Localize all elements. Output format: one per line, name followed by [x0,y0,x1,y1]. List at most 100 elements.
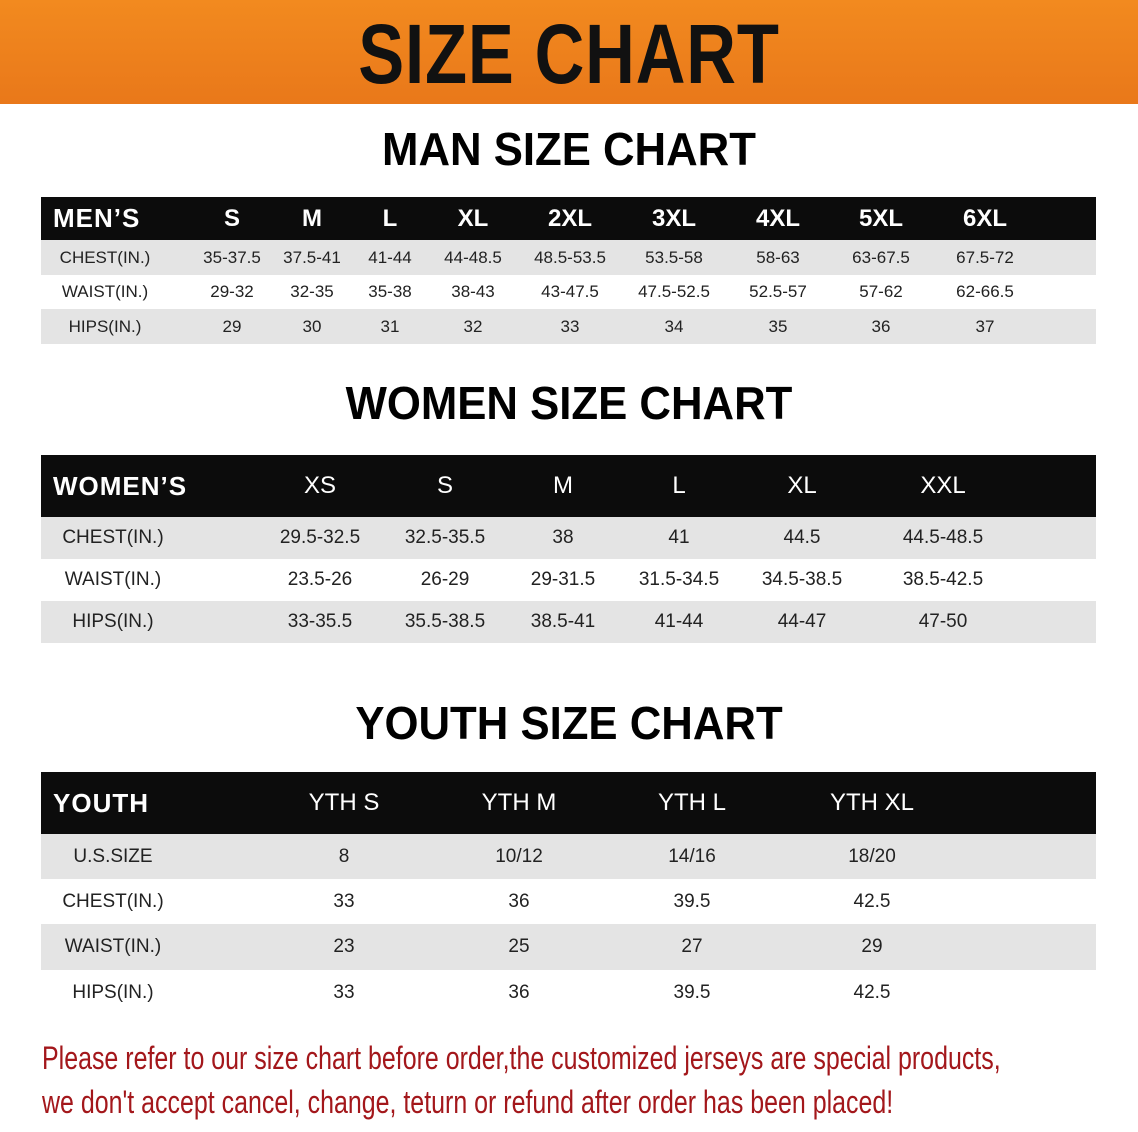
row-label: HIPS(IN.) [72,981,154,1003]
measurement-cell: 34.5-38.5 [761,569,843,590]
measurement-cell: 57-62 [859,282,903,301]
table-row: WAIST(IN.) 29-32 32-35 35-38 38-43 43-47.5 47.… [41,275,1096,309]
size-header-cell: S [223,204,241,232]
size-header-cell: L [382,204,398,232]
size-header-cell: 4XL [755,204,801,232]
row-label: WAIST(IN.) [64,936,162,957]
size-header-cell: 3XL [651,204,697,232]
women-size-table: WOMEN’S XS S M L XL XXL CHEST(IN.) 29.5-32.5 32.5… [41,455,1096,643]
measurement-cell: 10/12 [495,845,543,867]
measurement-cell: 35-38 [368,282,412,301]
table-row: WAIST(IN.) 23.5-26 26-29 29-31.5 31.5-34.5 34… [41,559,1096,601]
measurement-cell: 35-37.5 [203,247,261,267]
men-size-table: MEN’S S M L XL 2XL 3XL 4XL 5XL 6XL CHEST(IN.) 35-37… [41,197,1096,344]
measurement-cell: 38.5-41 [530,611,596,632]
table-row: CHEST(IN.) 35-37.5 37.5-41 41-44 44-48.5 48.5… [41,240,1096,275]
table-title-cell: MEN’S [53,203,141,233]
measurement-cell: 26-29 [420,569,470,590]
table-row: HIPS(IN.) 33 36 39.5 42.5 [41,970,1096,1015]
measurement-cell: 43-47.5 [541,282,599,301]
measurement-cell: 58-63 [756,247,800,267]
measurement-cell: 47-50 [918,611,968,632]
measurement-cell: 29.5-32.5 [279,527,361,548]
measurement-cell: 32-35 [290,282,334,301]
measurement-cell: 39.5 [673,890,711,912]
measurement-cell: 42.5 [853,890,891,912]
measurement-cell: 8 [338,845,350,867]
table-row: CHEST(IN.) 29.5-32.5 32.5-35.5 38 41 44.5 44.5… [41,517,1096,559]
measurement-cell: 29-32 [210,282,254,301]
measurement-cell: 27 [681,936,703,957]
measurement-cell: 34 [664,316,684,336]
row-label: CHEST(IN.) [62,527,164,548]
measurement-cell: 25 [508,936,530,957]
measurement-cell: 35.5-38.5 [404,611,486,632]
measurement-cell: 44.5 [783,527,821,548]
table-row: CHEST(IN.) 33 36 39.5 42.5 [41,879,1096,924]
measurement-cell: 63-67.5 [852,247,910,267]
measurement-cell: 42.5 [853,981,891,1003]
measurement-cell: 29-31.5 [530,569,596,590]
measurement-cell: 44-47 [777,611,827,632]
order-notice-line-1: Please refer to our size chart before or… [42,1040,1001,1076]
measurement-cell: 39.5 [673,981,711,1003]
measurement-cell: 37.5-41 [283,247,341,267]
measurement-cell: 36 [871,316,891,336]
youth-size-table: YOUTH YTH S YTH M YTH L YTH XL U.S.SIZE 8 10/12… [41,772,1096,1015]
row-label: CHEST(IN.) [62,890,164,912]
measurement-cell: 32 [463,316,483,336]
row-label: WAIST(IN.) [61,282,149,301]
measurement-cell: 62-66.5 [956,282,1014,301]
row-label: WAIST(IN.) [64,569,162,590]
size-header-cell: YTH L [657,789,727,816]
table-row: HIPS(IN.) 33-35.5 35.5-38.5 38.5-41 41-44 44-… [41,601,1096,643]
size-header-cell: 2XL [547,204,593,232]
size-header-cell: L [672,472,686,499]
measurement-cell: 38-43 [451,282,495,301]
measurement-cell: 35 [768,316,788,336]
size-header-cell: 6XL [962,204,1008,232]
size-header-cell: S [436,472,454,499]
measurement-cell: 37 [975,316,995,336]
size-header-cell: M [553,472,573,499]
banner-title: SIZE CHART [358,7,780,101]
men-section-title: MAN SIZE CHART [382,123,756,175]
size-header-cell: XS [303,472,337,499]
measurement-cell: 23 [333,936,355,957]
measurement-cell: 38 [552,527,574,548]
measurement-cell: 29 [222,316,242,336]
size-header-cell: YTH S [308,789,380,816]
measurement-cell: 33 [333,981,355,1003]
table-row: HIPS(IN.) 29 30 31 32 33 34 35 36 37 [41,309,1096,344]
measurement-cell: 32.5-35.5 [404,527,486,548]
measurement-cell: 52.5-57 [749,282,807,301]
measurement-cell: 31.5-34.5 [638,569,720,590]
row-label: HIPS(IN.) [72,611,154,632]
measurement-cell: 33 [333,890,355,912]
size-header-cell: M [302,204,322,232]
measurement-cell: 18/20 [848,845,896,867]
size-header-cell: XL [457,204,489,232]
measurement-cell: 44.5-48.5 [902,527,984,548]
table-title-cell: YOUTH [53,787,149,818]
size-header-cell: XL [787,472,817,499]
size-header-cell: 5XL [858,204,904,232]
table-row: WAIST(IN.) 23 25 27 29 [41,924,1096,970]
measurement-cell: 14/16 [668,845,716,867]
table-title-cell: WOMEN’S [53,470,188,501]
size-header-cell: YTH XL [829,789,915,816]
measurement-cell: 33-35.5 [287,611,353,632]
row-label: HIPS(IN.) [68,316,142,336]
order-notice-line-2: we don't accept cancel, change, teturn o… [42,1084,894,1120]
measurement-cell: 53.5-58 [645,247,703,267]
measurement-cell: 33 [560,316,580,336]
measurement-cell: 47.5-52.5 [638,282,710,301]
banner: SIZE CHART [0,0,1138,104]
size-header-cell: XXL [920,472,966,499]
men-header-row: MEN’S S M L XL 2XL 3XL 4XL 5XL 6XL [41,197,1096,240]
youth-header-row: YOUTH YTH S YTH M YTH L YTH XL [41,772,1096,834]
measurement-cell: 67.5-72 [956,247,1014,267]
row-label: U.S.SIZE [73,845,153,867]
measurement-cell: 41-44 [368,247,412,267]
women-header-row: WOMEN’S XS S M L XL XXL [41,455,1096,517]
